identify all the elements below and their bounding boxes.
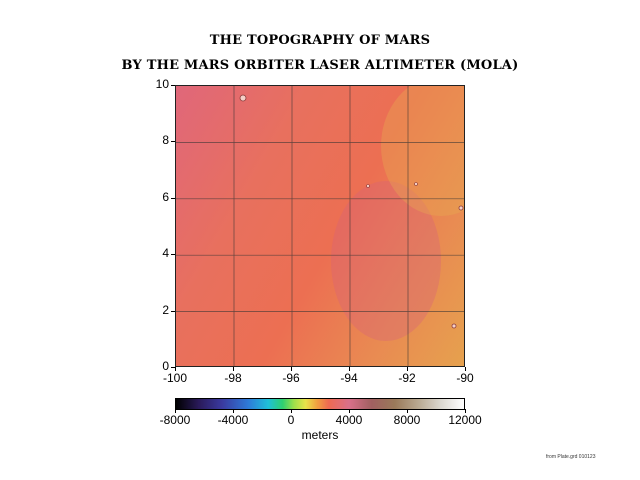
y-tick-mark [171, 85, 175, 86]
colorbar-tick-label: 0 [287, 413, 295, 427]
y-tick-label: 4 [162, 246, 169, 261]
colorbar-units: meters [301, 428, 339, 442]
y-tick-label: 8 [162, 133, 169, 148]
colorbar-tick-mark [465, 409, 466, 413]
x-tick-label: -100 [162, 371, 188, 385]
crater [458, 205, 464, 211]
x-tick-mark [291, 367, 292, 371]
crater [239, 94, 247, 102]
highland-region [331, 181, 441, 341]
x-tick-mark [349, 367, 350, 371]
x-tick-label: -96 [282, 371, 300, 385]
y-tick-mark [171, 367, 175, 368]
x-tick-mark [175, 367, 176, 371]
source-credit: from Plate.grd 010123 [546, 454, 596, 460]
x-tick-label: -92 [398, 371, 416, 385]
x-tick-mark [465, 367, 466, 371]
colorbar-tick-label: -8000 [159, 413, 191, 427]
colorbar-tick-label: -4000 [217, 413, 249, 427]
x-tick-label: -98 [224, 371, 242, 385]
y-tick-label: 10 [155, 77, 169, 91]
crater [451, 323, 457, 329]
colorbar-tick-mark [349, 409, 350, 413]
map-title: THE TOPOGRAPHY OF MARS [209, 33, 431, 48]
y-tick-label: 6 [162, 189, 169, 204]
colorbar-tick-label: 8000 [393, 413, 421, 427]
graticule [176, 86, 464, 366]
colorbar-tick-mark [233, 409, 234, 413]
upland-region [381, 86, 464, 216]
colorbar-tick-label: 12000 [448, 413, 482, 427]
x-tick-label: -90 [456, 371, 474, 385]
y-tick-mark [171, 254, 175, 256]
colorbar-tick-mark [175, 409, 176, 413]
colorbar-tick-mark [407, 409, 408, 413]
y-tick-mark [171, 197, 175, 199]
map-subtitle: BY THE MARS ORBITER LASER ALTIMETER (MOL… [121, 58, 519, 73]
y-tick-mark [171, 310, 175, 312]
x-tick-mark [407, 367, 408, 371]
crater [414, 182, 418, 186]
topography-map [175, 85, 465, 367]
crater [366, 184, 370, 188]
x-tick-mark [233, 367, 234, 371]
y-tick-label: 0 [162, 359, 169, 373]
y-tick-label: 2 [162, 302, 169, 317]
y-tick-mark [171, 141, 175, 143]
elevation-colorbar [175, 398, 465, 410]
x-tick-label: -94 [340, 371, 358, 385]
colorbar-tick-mark [291, 409, 292, 413]
map-overlay [176, 86, 464, 366]
colorbar-tick-label: 4000 [335, 413, 363, 427]
